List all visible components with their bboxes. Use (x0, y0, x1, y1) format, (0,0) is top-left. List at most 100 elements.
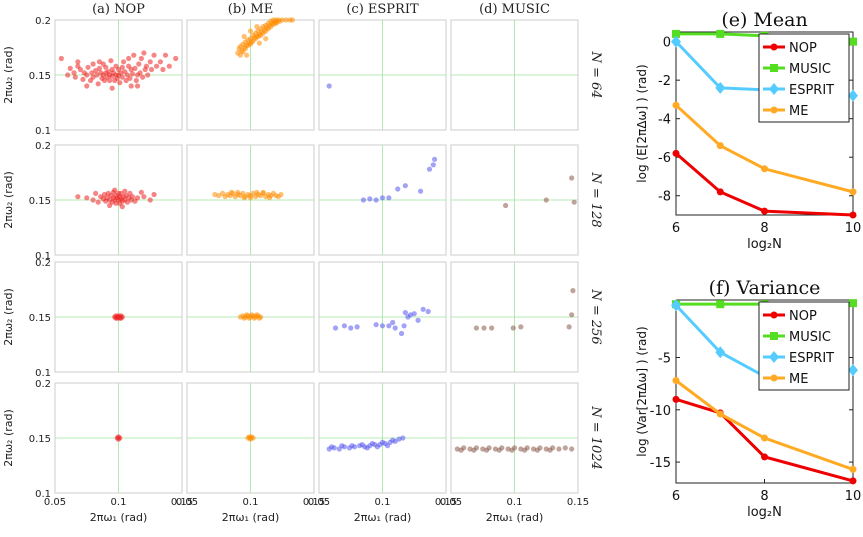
x-axis-label: 2πω₁ (rad) (486, 511, 544, 524)
y-tick-label: -5 (658, 352, 671, 367)
scatter-point (283, 17, 289, 23)
y-tick-label: 0.15 (29, 196, 51, 207)
scatter-point (173, 55, 179, 62)
scatter-point (124, 199, 130, 205)
series-marker-esprit (848, 89, 858, 102)
scatter-panel-music-64 (450, 19, 579, 131)
scatter-point (263, 36, 269, 42)
scatter-panel-music-1024 (450, 382, 579, 494)
y-tick-label: 0.1 (35, 251, 51, 262)
scatter-point (147, 197, 153, 203)
scatter-point (471, 447, 477, 453)
series-line-nop (675, 152, 854, 217)
y-tick-label: 0.15 (29, 434, 51, 445)
scatter-point (289, 17, 296, 23)
scatter-point (496, 447, 502, 453)
scatter-point (379, 195, 386, 201)
column-title: (d) MUSIC (479, 2, 550, 17)
scatter-point (571, 199, 577, 205)
series-marker-me (761, 434, 768, 442)
scatter-point (489, 325, 495, 331)
scatter-point (118, 315, 124, 321)
scatter-point (349, 443, 355, 449)
scatter-point (458, 447, 464, 453)
scatter-point (154, 63, 160, 69)
series-marker-me (672, 101, 680, 109)
scatter-panel-me-1024 (186, 382, 315, 494)
scatter-point (113, 315, 119, 321)
scatter-point (398, 330, 405, 337)
scatter-point (93, 190, 99, 196)
scatter-point (364, 445, 370, 451)
scatter-point (247, 28, 254, 34)
y-tick-label: -15 (650, 456, 671, 471)
row-label: N = 64 (588, 50, 603, 98)
scatter-point (109, 85, 115, 91)
scatter-point (120, 59, 127, 65)
scatter-point (166, 63, 172, 69)
scatter-panel-me-256 (186, 261, 315, 373)
y-axis-label: 2πω₂ (rad) (2, 288, 15, 346)
scatter-point (420, 306, 426, 312)
scatter-point (129, 71, 136, 77)
scatter-point (96, 59, 103, 65)
scatter-point (411, 311, 417, 317)
scatter-point (400, 435, 406, 441)
x-tick-label: 0.05 (44, 497, 66, 508)
scatter-point (103, 64, 109, 70)
y-tick-label: 0.2 (35, 258, 51, 269)
x-axis-label: 2πω₁ (rad) (222, 511, 280, 524)
scatter-point (228, 189, 235, 195)
scatter-point (503, 202, 509, 209)
y-axis-label: log (E[2πΔω] ) (rad) (635, 64, 649, 182)
series-marker-me (849, 188, 857, 196)
scatter-point (254, 189, 260, 195)
scatter-point (244, 52, 250, 58)
scatter-point (138, 189, 144, 195)
series-line-me (675, 379, 854, 471)
scatter-point (123, 77, 129, 84)
series-marker-me (849, 465, 857, 473)
scatter-point (547, 447, 553, 453)
scatter-point (426, 166, 433, 172)
series-marker-music (672, 29, 680, 38)
legend-marker (770, 374, 778, 382)
legend-label: ME (789, 104, 808, 119)
chart-title: (e) Mean (721, 9, 807, 31)
scatter-point (148, 66, 155, 73)
scatter-point (256, 40, 262, 46)
y-tick-label: 0.2 (35, 379, 51, 390)
scatter-point (339, 443, 345, 449)
y-tick-label: 0.2 (35, 16, 51, 27)
variance-line-chart: (f) Variance -5 -10 -15 6 8 10 log₂N log (Var[2π… (635, 277, 861, 520)
legend-marker (769, 83, 779, 95)
chart-title: (f) Variance (709, 277, 821, 299)
scatter-point (373, 197, 379, 203)
scatter-point (95, 81, 101, 87)
legend-marker (770, 64, 778, 72)
y-tick-label: -8 (658, 190, 671, 205)
scatter-point (390, 437, 396, 443)
scatter-point (112, 187, 118, 193)
series-marker-esprit (715, 81, 726, 94)
scatter-point (95, 199, 101, 205)
y-axis-label: 2πω₂ (rad) (2, 409, 15, 467)
series-marker-nop (716, 188, 724, 196)
scatter-grid: (a) NOP (b) ME (c) ESPRIT (d) MUSIC N = 64 N … (2, 2, 603, 524)
scatter-point (84, 83, 90, 89)
scatter-point (72, 74, 78, 80)
column-title: (b) ME (228, 2, 273, 17)
scatter-point (138, 55, 144, 62)
scatter-point (562, 445, 568, 451)
scatter-point (119, 204, 125, 210)
scatter-panel-nop-128 (54, 144, 183, 256)
y-tick-label: -2 (658, 74, 671, 89)
series-marker-esprit (848, 364, 858, 377)
series-marker-esprit (671, 299, 681, 312)
legend-label: MUSIC (789, 330, 831, 345)
scatter-point (127, 75, 133, 81)
y-axis-label: log (Var[2πΔω] ) (rad) (635, 326, 649, 456)
row-label: N = 1024 (588, 405, 603, 470)
x-axis-label: log₂N (747, 237, 782, 252)
